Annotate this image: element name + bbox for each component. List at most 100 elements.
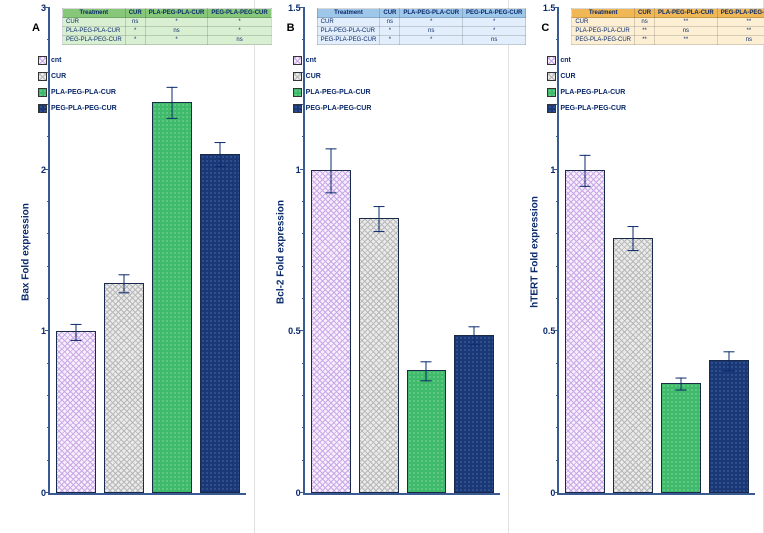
sig-table-cell: * xyxy=(400,36,463,45)
sig-table-cell: ** xyxy=(635,27,655,36)
y-tick-label: 0.5 xyxy=(287,326,301,336)
sig-table-cell: * xyxy=(145,36,208,45)
legend-swatch xyxy=(293,104,302,113)
sig-table-cell: * xyxy=(463,27,526,36)
bar xyxy=(613,238,653,493)
y-tick-label: 2 xyxy=(32,165,46,175)
legend-swatch xyxy=(293,56,302,65)
legend-item: CUR xyxy=(547,72,626,81)
bar xyxy=(311,170,351,493)
legend: cnt CUR PLA-PEG-PLA-CUR PEG-PLA-PEG-CUR xyxy=(38,56,117,120)
y-tick-label: 3 xyxy=(32,3,46,13)
legend-swatch xyxy=(547,88,556,97)
sig-table-cell: ** xyxy=(635,36,655,45)
sig-table-header: PEG-PLA-PEG-CUR xyxy=(717,9,764,18)
significance-table: TreatmentCURPLA-PEG-PLA-CURPEG-PLA-PEG-C… xyxy=(62,8,272,45)
sig-table-cell: * xyxy=(463,18,526,27)
bar-wrap xyxy=(200,8,240,493)
panel-label: A xyxy=(32,22,40,34)
bar-wrap xyxy=(454,8,494,493)
legend-swatch xyxy=(293,88,302,97)
sig-table-cell: PLA-PEG-PLA-CUR xyxy=(317,27,380,36)
sig-table-cell: CUR xyxy=(572,18,635,27)
legend-swatch xyxy=(547,56,556,65)
legend-label: PEG-PLA-PEG-CUR xyxy=(560,105,626,112)
y-tick-label: 0 xyxy=(32,488,46,498)
legend-label: cnt xyxy=(560,57,571,64)
bar xyxy=(200,154,240,494)
sig-table-cell: ** xyxy=(655,36,718,45)
legend-swatch xyxy=(38,56,47,65)
bar-wrap xyxy=(709,8,749,493)
significance-table: TreatmentCURPLA-PEG-PLA-CURPEG-PLA-PEG-C… xyxy=(571,8,764,45)
legend-item: PEG-PLA-PEG-CUR xyxy=(547,104,626,113)
legend-item: PEG-PLA-PEG-CUR xyxy=(293,104,372,113)
sig-table-cell: PEG-PLA-PEG-CUR xyxy=(63,36,126,45)
legend-item: CUR xyxy=(293,72,372,81)
sig-table-cell: * xyxy=(208,18,271,27)
legend-label: PLA-PEG-PLA-CUR xyxy=(51,89,116,96)
legend-item: PLA-PEG-PLA-CUR xyxy=(293,88,372,97)
bar xyxy=(407,370,447,493)
sig-table-header: PEG-PLA-PEG-CUR xyxy=(208,9,271,18)
panel-label: C xyxy=(541,22,549,34)
sig-table-header: CUR xyxy=(635,9,655,18)
legend-label: cnt xyxy=(306,57,317,64)
sig-table-cell: PLA-PEG-PLA-CUR xyxy=(63,27,126,36)
sig-table-header: PEG-PLA-PEG-CUR xyxy=(463,9,526,18)
legend-label: CUR xyxy=(560,73,575,80)
sig-table-cell: ns xyxy=(635,18,655,27)
sig-table-cell: ns xyxy=(145,27,208,36)
legend-label: PEG-PLA-PEG-CUR xyxy=(306,105,372,112)
bar xyxy=(565,170,605,493)
legend-swatch xyxy=(38,88,47,97)
y-tick-label: 1 xyxy=(32,326,46,336)
y-axis-label: hTERT Fold expression xyxy=(530,196,541,308)
sig-table-header: Treatment xyxy=(572,9,635,18)
bar xyxy=(709,360,749,493)
legend-label: CUR xyxy=(306,73,321,80)
sig-table-cell: * xyxy=(145,18,208,27)
bar xyxy=(56,331,96,493)
legend-swatch xyxy=(38,72,47,81)
y-tick-label: 1.5 xyxy=(541,3,555,13)
y-tick-label: 1 xyxy=(541,165,555,175)
sig-table-header: Treatment xyxy=(317,9,380,18)
sig-table-header: Treatment xyxy=(63,9,126,18)
legend-item: cnt xyxy=(547,56,626,65)
sig-table-cell: * xyxy=(400,18,463,27)
legend: cnt CUR PLA-PEG-PLA-CUR PEG-PLA-PEG-CUR xyxy=(293,56,372,120)
legend-label: CUR xyxy=(51,73,66,80)
sig-table-cell: ns xyxy=(463,36,526,45)
legend-swatch xyxy=(293,72,302,81)
legend-swatch xyxy=(547,72,556,81)
sig-table-header: PLA-PEG-PLA-CUR xyxy=(400,9,463,18)
y-tick-label: 0 xyxy=(287,488,301,498)
significance-table: TreatmentCURPLA-PEG-PLA-CURPEG-PLA-PEG-C… xyxy=(317,8,527,45)
sig-table-cell: ns xyxy=(400,27,463,36)
panel-label: B xyxy=(287,22,295,34)
legend-label: PEG-PLA-PEG-CUR xyxy=(51,105,117,112)
legend-label: cnt xyxy=(51,57,62,64)
panel-c: CTreatmentCURPLA-PEG-PLA-CURPEG-PLA-PEG-… xyxy=(509,0,764,533)
sig-table-header: CUR xyxy=(380,9,400,18)
sig-table-cell: ** xyxy=(717,18,764,27)
bar xyxy=(152,102,192,493)
bar xyxy=(454,335,494,493)
legend: cnt CUR PLA-PEG-PLA-CUR PEG-PLA-PEG-CUR xyxy=(547,56,626,120)
panel-a: ATreatmentCURPLA-PEG-PLA-CURPEG-PLA-PEG-… xyxy=(0,0,255,533)
sig-table-cell: PLA-PEG-PLA-CUR xyxy=(572,27,635,36)
sig-table-cell: * xyxy=(380,27,400,36)
sig-table-header: PLA-PEG-PLA-CUR xyxy=(655,9,718,18)
bar-wrap xyxy=(407,8,447,493)
sig-table-cell: * xyxy=(125,27,145,36)
bar xyxy=(104,283,144,493)
bar-wrap xyxy=(661,8,701,493)
legend-label: PLA-PEG-PLA-CUR xyxy=(560,89,625,96)
y-tick-label: 0.5 xyxy=(541,326,555,336)
sig-table-cell: CUR xyxy=(317,18,380,27)
legend-swatch xyxy=(547,104,556,113)
sig-table-cell: ** xyxy=(717,27,764,36)
sig-table-cell: ns xyxy=(717,36,764,45)
sig-table-cell: * xyxy=(208,27,271,36)
